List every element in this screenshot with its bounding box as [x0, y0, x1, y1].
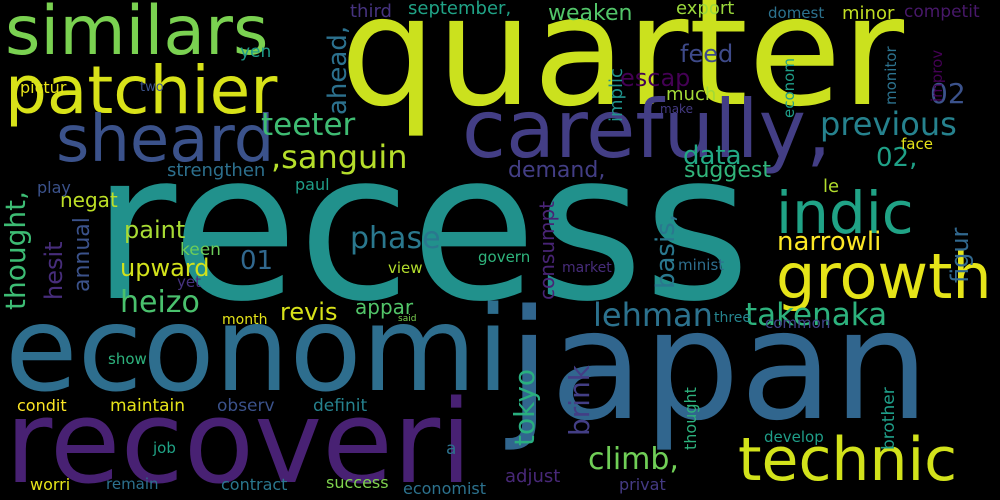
word-annual: annual	[70, 217, 95, 292]
word-demand: demand,	[508, 158, 606, 183]
word-climb: climb,	[588, 442, 679, 477]
word-escap: escap	[620, 64, 691, 92]
word-common: common	[765, 314, 831, 332]
word-view: view	[388, 259, 423, 277]
word-remain: remain	[106, 475, 159, 493]
word-feed: feed	[680, 40, 734, 68]
word-pictur: pictur	[20, 78, 67, 97]
word-export: export	[676, 0, 735, 19]
word-yet: yet	[177, 273, 201, 291]
word-success: success	[326, 473, 389, 492]
word-thought: thought	[681, 387, 700, 450]
word-thought: thought,	[0, 191, 32, 310]
word-negat: negat	[60, 188, 118, 212]
word-implic: implic	[606, 68, 627, 122]
word-brother: brother	[879, 387, 899, 450]
word-sheard: sheard	[56, 103, 275, 177]
word-phase: phase	[350, 221, 441, 256]
word-basis: basis,	[651, 213, 681, 289]
word-previous: previous	[820, 105, 957, 143]
word-condit: condit	[17, 396, 67, 415]
word-teeter: teeter	[261, 107, 356, 143]
word-job: job	[153, 439, 176, 457]
word-japan: japan	[508, 277, 930, 454]
word-upward: upward	[120, 254, 210, 282]
word-ahead: ahead,	[323, 25, 353, 115]
word-third: third	[350, 1, 392, 22]
word-paul: paul	[295, 175, 330, 194]
word-improv: improv	[928, 49, 946, 102]
word-minist: minist	[678, 256, 725, 274]
word-technic: technic	[738, 425, 958, 495]
word-show: show	[108, 350, 147, 368]
word-privat: privat	[619, 475, 666, 494]
word-month: month	[222, 312, 268, 328]
word-revis: revis	[280, 298, 338, 326]
word-suggest: suggest	[684, 158, 771, 183]
word-narrowli: narrowli	[777, 227, 882, 257]
word-said: said	[398, 314, 417, 324]
word-02: 02	[930, 77, 966, 110]
word-heizo: heizo	[120, 285, 200, 320]
word-govern: govern	[478, 248, 531, 266]
word-a: a	[446, 439, 457, 459]
word-contract: contract	[221, 475, 288, 494]
word-market: market	[562, 260, 612, 276]
word-face: face	[901, 135, 933, 153]
word-hesit: hesit	[40, 241, 68, 300]
word-domest: domest	[768, 4, 825, 22]
word-indic: indic	[776, 179, 914, 247]
word-02: 02,	[876, 143, 918, 173]
word-two: two	[140, 80, 164, 95]
word-much: much	[666, 84, 717, 105]
word-takenaka: takenaka	[745, 297, 888, 333]
word-01: 01	[240, 246, 274, 276]
word-carefully: carefully,	[462, 83, 832, 176]
word-figur: figur	[946, 227, 974, 283]
word-patchier: patchier	[5, 52, 278, 129]
word-consumpt: consumpt	[535, 200, 559, 300]
word-economi: economi	[5, 280, 510, 418]
word-monitor: monitor	[882, 46, 900, 105]
word-recoveri: recoveri	[5, 376, 473, 500]
word-lehman: lehman	[593, 296, 713, 334]
word-quarter: quarter	[340, 0, 905, 140]
word-maintain: maintain	[110, 396, 186, 416]
word-weaken: weaken	[548, 1, 633, 26]
word-three: three	[714, 310, 752, 326]
word-strengthen: strengthen	[167, 160, 266, 181]
word-brink: brink	[563, 364, 596, 436]
word-yen: yen	[240, 42, 272, 62]
word-appar: appar	[355, 295, 414, 319]
word-worri: worri	[30, 475, 71, 494]
word-september: september,	[408, 0, 512, 19]
word-recess: recess	[92, 109, 751, 347]
word-minor: minor	[842, 3, 895, 24]
word-make: make	[660, 102, 693, 116]
word-play: play	[37, 178, 71, 197]
word-keen: keen	[180, 240, 221, 260]
word-tokyo: tokyo	[508, 368, 541, 446]
word-data: data	[683, 141, 742, 171]
word-develop: develop	[764, 428, 824, 446]
word-competit: competit	[904, 2, 980, 22]
word-observ: observ	[217, 396, 275, 416]
word-le: le	[823, 176, 840, 197]
word-sanguin: ,sanguin	[271, 138, 408, 176]
word-paint: paint	[124, 216, 186, 244]
word-definit: definit	[313, 396, 368, 416]
word-economist: economist	[403, 479, 486, 498]
word-econom: econom	[780, 58, 798, 118]
word-adjust: adjust	[505, 466, 561, 487]
word-similars: similars	[5, 0, 269, 71]
word-growth: growth	[776, 240, 992, 313]
